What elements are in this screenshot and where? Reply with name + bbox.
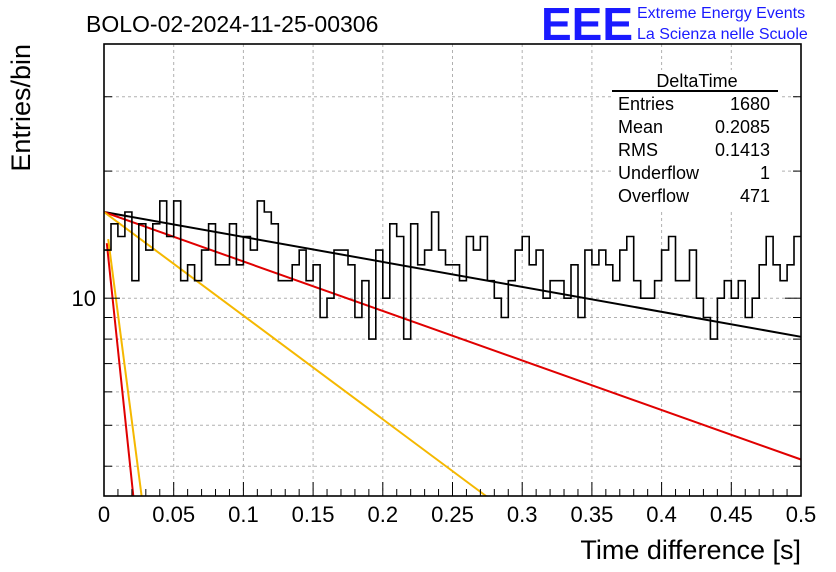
x-tick-label: 0.1 — [228, 502, 259, 527]
x-tick-label: 0 — [98, 502, 110, 527]
x-tick-labels: 0 0.05 0.1 0.15 0.2 0.25 0.3 0.35 0.4 0.45 0.5 — [98, 502, 816, 527]
y-tick-label: 10 — [72, 286, 96, 311]
stats-value-overflow: 471 — [740, 186, 770, 206]
stats-label-underflow: Underflow — [618, 163, 700, 183]
stats-title: DeltaTime — [656, 71, 737, 91]
chart-title: BOLO-02-2024-11-25-00306 — [86, 11, 378, 37]
y-tick-labels: 10 — [72, 286, 96, 311]
x-tick-label: 0.2 — [368, 502, 399, 527]
x-tick-label: 0.35 — [570, 502, 613, 527]
x-tick-label: 0.15 — [292, 502, 335, 527]
stats-value-entries: 1680 — [730, 94, 770, 114]
stats-label-entries: Entries — [618, 94, 674, 114]
stats-box: DeltaTime Entries 1680 Mean 0.2085 RMS 0… — [612, 70, 782, 210]
axis-ticks — [103, 96, 802, 496]
fit-lines — [103, 211, 802, 497]
stats-value-underflow: 1 — [760, 163, 770, 183]
fit-line — [103, 211, 802, 461]
fit-line — [103, 211, 487, 497]
fit-line — [107, 238, 143, 497]
x-tick-label: 0.5 — [786, 502, 817, 527]
logo-letters: EEE — [541, 0, 633, 50]
y-axis-title: Entries/bin — [6, 44, 36, 172]
stats-label-mean: Mean — [618, 117, 663, 137]
stats-value-rms: 0.1413 — [715, 140, 770, 160]
fit-line — [103, 211, 802, 338]
logo-line2: La Scienza nelle Scuole — [637, 26, 808, 43]
x-tick-label: 0.45 — [710, 502, 753, 527]
fit-line — [105, 243, 135, 497]
histogram-line — [104, 200, 801, 340]
stats-label-rms: RMS — [618, 140, 658, 160]
logo-line1: Extreme Energy Events — [637, 5, 805, 22]
eee-logo: EEE Extreme Energy Events La Scienza nel… — [541, 0, 808, 50]
x-tick-label: 0.4 — [646, 502, 677, 527]
x-tick-label: 0.05 — [152, 502, 195, 527]
stats-label-overflow: Overflow — [618, 186, 690, 206]
x-tick-label: 0.25 — [431, 502, 474, 527]
x-axis-title: Time difference [s] — [580, 535, 801, 565]
stats-value-mean: 0.2085 — [715, 117, 770, 137]
x-tick-label: 0.3 — [507, 502, 538, 527]
